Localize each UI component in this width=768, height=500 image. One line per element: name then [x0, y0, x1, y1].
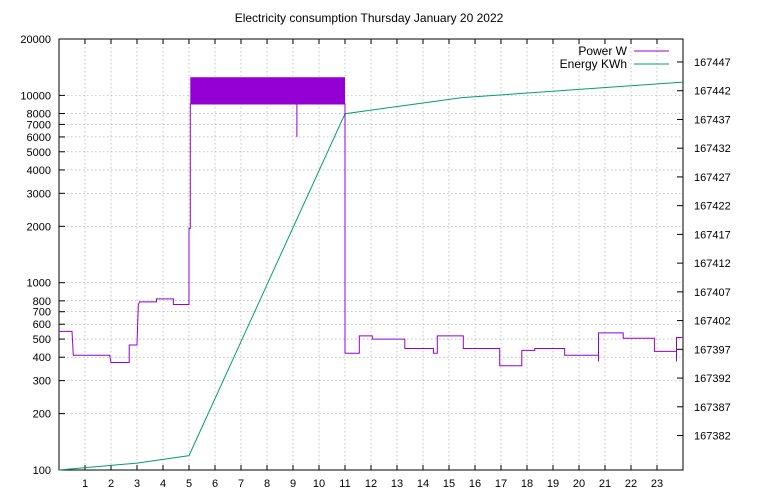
y-tick-label: 400: [33, 352, 51, 364]
x-tick-label: 14: [417, 478, 429, 490]
y-tick-label: 500: [33, 334, 51, 346]
legend-label-power: Power W: [578, 44, 627, 58]
energy-series: [58, 81, 684, 471]
x-tick-label: 21: [599, 478, 611, 490]
y-tick-label: 800: [33, 296, 51, 308]
x-tick-label: 16: [469, 478, 481, 490]
y2-tick-label: 167417: [694, 229, 731, 241]
x-tick-label: 22: [625, 478, 637, 490]
y-tick-label: 6000: [27, 132, 51, 144]
y-tick-label: 3000: [27, 188, 51, 200]
power-line: [59, 103, 683, 367]
y2-tick-label: 167422: [694, 201, 731, 213]
y-tick-label: 1000: [27, 278, 51, 290]
y2-tick-label: 167412: [694, 258, 731, 270]
y-tick-label: 7000: [27, 119, 51, 131]
x-tick-label: 6: [212, 478, 218, 490]
y2-tick-label: 167432: [694, 143, 731, 155]
y2-tick-label: 167387: [694, 402, 731, 414]
y2-tick-label: 167427: [694, 172, 731, 184]
x-tick-label: 11: [339, 478, 350, 490]
y2-tick-label: 167442: [694, 86, 731, 98]
chart-title: Electricity consumption Thursday January…: [235, 11, 504, 25]
y-tick-label: 200: [33, 409, 51, 421]
y-tick-label: 8000: [27, 109, 51, 121]
y-tick-label: 2000: [27, 221, 51, 233]
x-tick-label: 7: [238, 478, 244, 490]
legend: Power W Energy KWh: [560, 44, 669, 71]
grid-lines: [59, 39, 683, 470]
x-tick-label: 23: [651, 478, 663, 490]
power-band: [190, 77, 345, 104]
legend-label-energy: Energy KWh: [560, 57, 627, 71]
x-axis: 1 2 3 4 5 6 7 8 9 10 11 12 13 14 15 16 17 18 19 20 21 22 23: [82, 39, 663, 490]
y2-tick-label: 167397: [694, 344, 731, 356]
y-tick-label: 600: [33, 319, 51, 331]
y-tick-label: 20000: [20, 34, 51, 46]
y-tick-label: 100: [33, 465, 51, 477]
y-axis-right: 167382 167387 167392 167397 167402 167407 1674…: [677, 57, 731, 443]
x-tick-label: 17: [495, 478, 507, 490]
x-tick-label: 5: [186, 478, 192, 490]
x-tick-label: 9: [290, 478, 296, 490]
y-tick-label: 10000: [20, 90, 51, 102]
x-tick-label: 13: [391, 478, 403, 490]
x-tick-label: 8: [264, 478, 270, 490]
energy-line: [58, 81, 684, 471]
y2-tick-label: 167437: [694, 114, 731, 126]
power-series: [59, 77, 683, 367]
x-tick-label: 12: [365, 478, 377, 490]
x-tick-label: 2: [108, 478, 114, 490]
x-tick-label: 4: [160, 478, 166, 490]
y2-tick-label: 167407: [694, 287, 731, 299]
y-tick-label: 700: [33, 307, 51, 319]
x-tick-label: 19: [547, 478, 559, 490]
x-tick-label: 3: [134, 478, 140, 490]
y2-tick-label: 167447: [694, 57, 731, 69]
y-tick-label: 300: [33, 376, 51, 388]
y2-tick-label: 167392: [694, 373, 731, 385]
x-tick-label: 1: [82, 478, 88, 490]
x-tick-label: 15: [443, 478, 455, 490]
x-tick-label: 20: [573, 478, 585, 490]
x-tick-label: 18: [521, 478, 533, 490]
y2-tick-label: 167382: [694, 431, 731, 443]
y-tick-label: 4000: [27, 165, 51, 177]
y2-tick-label: 167402: [694, 316, 731, 328]
x-tick-label: 10: [313, 478, 325, 490]
y-tick-label: 5000: [27, 147, 51, 159]
